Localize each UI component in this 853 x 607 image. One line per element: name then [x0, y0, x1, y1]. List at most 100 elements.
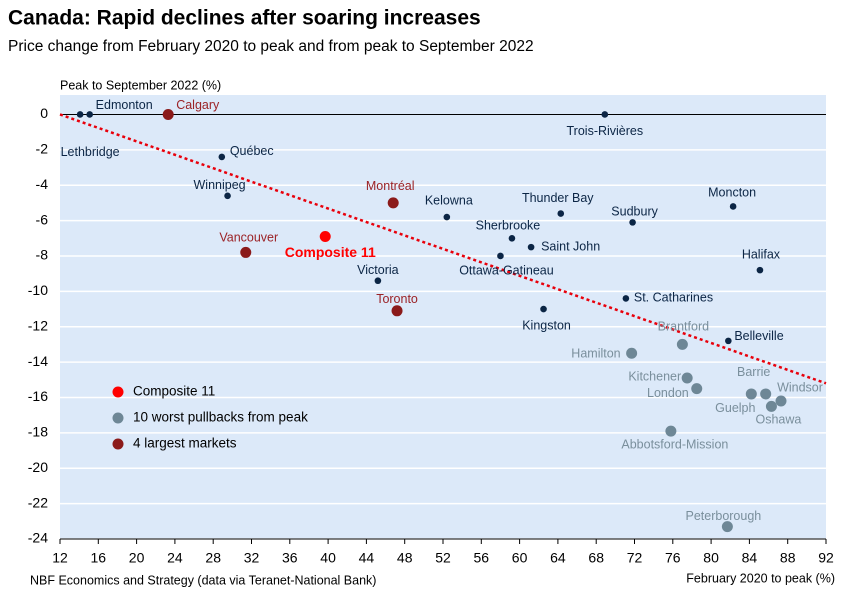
legend-marker: [112, 438, 124, 450]
legend-marker: [112, 412, 124, 424]
point-label: Victoria: [357, 263, 399, 277]
point: [725, 337, 732, 345]
point: [527, 243, 535, 251]
x-tick-label: 28: [205, 550, 221, 566]
y-tick-label: -2: [36, 141, 49, 157]
point-label: Abbotsford-Mission: [621, 437, 728, 451]
point-label: Trois-Rivières: [567, 124, 644, 138]
point: [775, 395, 787, 407]
y-tick-label: -20: [28, 459, 48, 475]
source: NBF Economics and Strategy (data via Ter…: [30, 573, 376, 587]
x-tick-label: 56: [474, 550, 490, 566]
point-label: Vancouver: [219, 231, 278, 245]
point-label: Toronto: [376, 292, 418, 306]
y-tick-label: -18: [28, 424, 48, 440]
x-tick-label: 52: [435, 550, 451, 566]
point-label: Saint John: [541, 239, 600, 253]
point: [497, 252, 504, 260]
point: [756, 266, 764, 274]
point-label: Winnipeg: [194, 178, 246, 192]
point-label: Kelowna: [425, 193, 473, 207]
x-tick-label: 32: [244, 550, 260, 566]
x-tick-label: 72: [627, 550, 643, 566]
x-tick-label: 88: [780, 550, 796, 566]
point: [721, 521, 733, 533]
x-axis-title: February 2020 to peak (%): [686, 571, 835, 585]
point: [86, 111, 93, 118]
point: [391, 305, 403, 317]
point: [622, 295, 630, 302]
point-label: Montréal: [366, 179, 415, 193]
point-label: Kitchener: [628, 369, 681, 383]
point: [745, 388, 757, 400]
x-tick-label: 76: [665, 550, 681, 566]
point: [681, 372, 693, 384]
point: [374, 277, 382, 285]
point: [557, 210, 565, 217]
y-tick-label: -8: [36, 247, 49, 263]
point-label: Brantford: [658, 320, 709, 334]
plot-area: [60, 95, 826, 539]
point: [218, 153, 226, 161]
point: [629, 219, 636, 226]
point-label: Québec: [230, 144, 274, 158]
x-tick-label: 84: [742, 550, 758, 566]
chart-subtitle: Price change from February 2020 to peak …: [8, 38, 534, 55]
point-label: London: [647, 386, 689, 400]
point-label: Ottawa-Gatineau: [459, 263, 554, 277]
point: [676, 338, 688, 350]
legend-label: Composite 11: [133, 384, 215, 399]
legend-label: 4 largest markets: [133, 436, 237, 451]
y-tick-label: -14: [28, 353, 48, 369]
chart-title: Canada: Rapid declines after soaring inc…: [8, 7, 481, 30]
x-tick-label: 16: [91, 550, 107, 566]
x-tick-label: 64: [550, 550, 566, 566]
point-label: Guelph: [715, 401, 755, 415]
point: [76, 111, 84, 118]
point-label: Halifax: [742, 247, 781, 261]
point-label: Thunder Bay: [522, 191, 594, 205]
x-tick-label: 48: [397, 550, 413, 566]
x-tick-label: 68: [588, 550, 604, 566]
legend-marker: [112, 386, 124, 398]
point: [729, 203, 737, 210]
point: [626, 347, 638, 359]
point-label: Sudbury: [611, 205, 658, 219]
x-tick-label: 40: [320, 550, 336, 566]
y-tick-label: 0: [40, 105, 48, 121]
point-label: Peterborough: [685, 509, 761, 523]
point-label: Kingston: [522, 318, 571, 332]
point-label: St. Catharines: [634, 291, 713, 305]
x-tick-label: 20: [129, 550, 145, 566]
point-label: Windsor: [777, 380, 823, 394]
point-label: Barrie: [737, 365, 770, 379]
point: [508, 234, 516, 242]
point-label: Belleville: [734, 329, 783, 343]
point-label: Sherbrooke: [476, 219, 541, 233]
point: [162, 108, 174, 120]
x-tick-label: 80: [703, 550, 719, 566]
x-tick-label: 12: [52, 550, 68, 566]
point: [760, 388, 772, 400]
y-tick-label: -10: [28, 282, 48, 298]
point: [601, 111, 609, 118]
point: [540, 305, 547, 313]
point: [387, 197, 399, 209]
point: [691, 383, 703, 395]
y-axis-title: Peak to September 2022 (%): [60, 78, 221, 92]
point: [443, 213, 451, 221]
point-label: Hamilton: [571, 347, 620, 361]
y-tick-label: -6: [36, 211, 49, 227]
x-tick-label: 60: [512, 550, 528, 566]
x-tick-label: 92: [818, 550, 834, 566]
x-tick-label: 36: [282, 550, 298, 566]
y-tick-label: -16: [28, 388, 48, 404]
point: [665, 425, 677, 437]
x-tick-label: 44: [359, 550, 375, 566]
point: [319, 231, 331, 243]
point: [224, 192, 231, 200]
point-label: Calgary: [176, 98, 220, 112]
y-tick-label: -12: [28, 317, 48, 333]
y-tick-label: -24: [28, 530, 48, 546]
